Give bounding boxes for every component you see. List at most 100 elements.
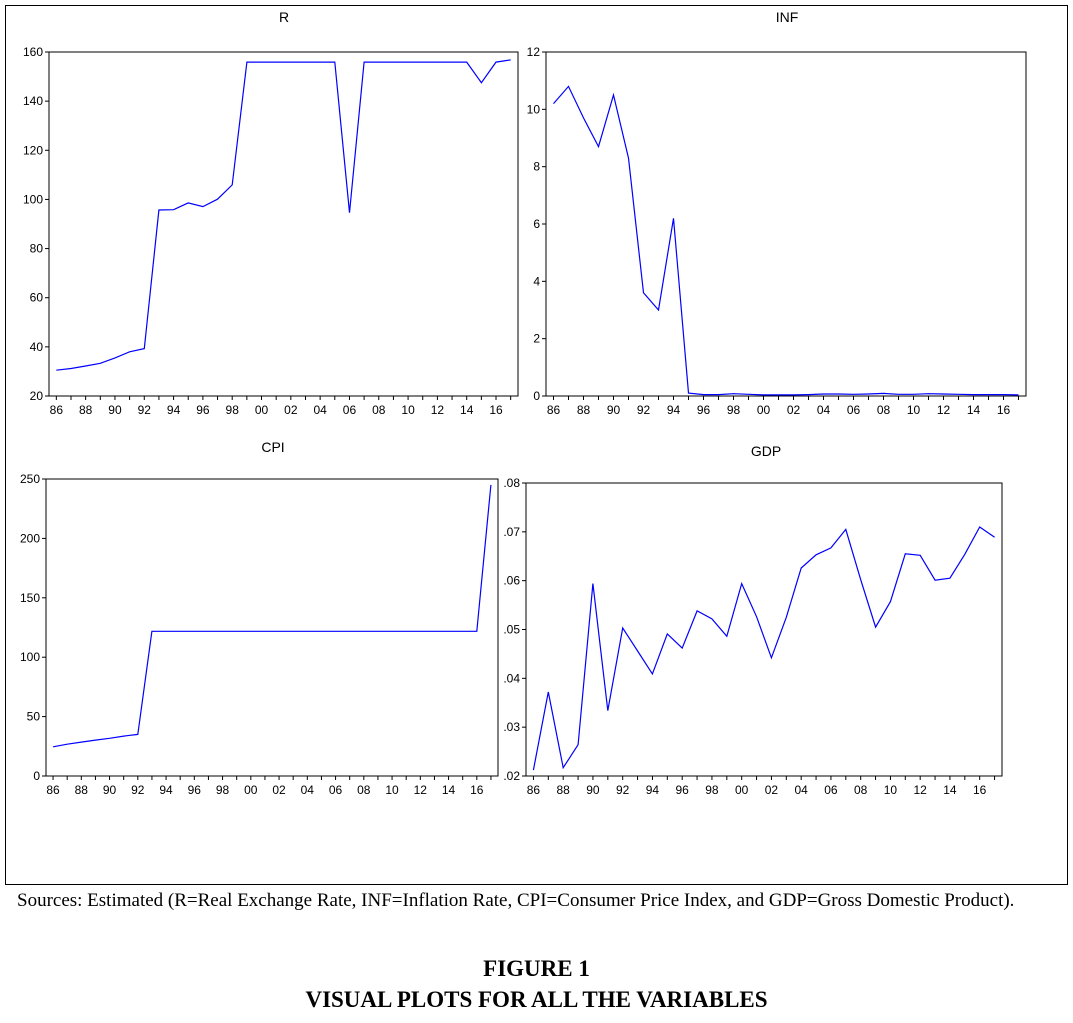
inf-x-tick-label: 06 [847,403,861,417]
inf-x-tick-label: 92 [637,403,651,417]
r-data-point [55,369,58,372]
r-x-tick-label: 16 [489,403,503,417]
cpi-data-point [447,630,450,633]
gdp-x-tick-label: 92 [616,783,630,797]
gdp-data-point [859,578,862,581]
gdp-x-tick-label: 02 [765,783,779,797]
cpi-data-point [320,630,323,633]
cpi-data-point [122,735,125,738]
cpi-data-point [165,630,168,633]
cpi-x-tick-label: 98 [216,783,230,797]
r-data-point [304,61,307,64]
gdp-data-point [577,743,580,746]
cpi-chart: CPI 0 50 100 150 200 250 86 88 90 92 94 96 98 00 02 04 06… [20,439,499,797]
gdp-x-tick-label: 86 [527,783,541,797]
figure-caption: Sources: Estimated (R=Real Exchange Rate… [17,890,1015,911]
r-data-point [333,61,336,64]
inf-data-point [942,392,945,395]
r-data-point [407,61,410,64]
r-data-point [275,61,278,64]
gdp-x-tick-label: 04 [795,783,809,797]
gdp-chart-title: GDP [751,443,781,459]
inf-data-point [612,94,615,97]
gdp-data-point [710,617,713,620]
inf-data-point [912,393,915,396]
inf-y-tick-label: 8 [533,160,540,174]
inf-plot-frame [545,51,1027,397]
cpi-x-tick-label: 04 [301,783,315,797]
cpi-y-tick-label: 100 [20,650,40,664]
inf-data-point [582,116,585,119]
inf-data-point [792,393,795,396]
gdp-data-point [874,626,877,629]
cpi-data-point [391,630,394,633]
inf-data-point [777,393,780,396]
r-data-point [319,61,322,64]
cpi-data-point [193,630,196,633]
gdp-x-tick-label: 90 [586,783,600,797]
inf-x-tick-label: 90 [607,403,621,417]
inf-y-tick-label: 2 [533,332,540,346]
r-y-tick-label: 140 [23,94,43,108]
cpi-x-tick-label: 92 [131,783,145,797]
inf-data-point [732,392,735,395]
inf-data-point [882,392,885,395]
cpi-y-tick-label: 150 [20,591,40,605]
inf-x-tick-label: 94 [667,403,681,417]
cpi-data-point [278,630,281,633]
inf-data-point [852,393,855,396]
gdp-plot-frame [525,482,1003,777]
r-series-line [56,59,511,371]
r-x-tick-label: 04 [313,403,327,417]
r-data-point [157,208,160,211]
gdp-chart: GDP .02 .03 .04 .05 .06 .07 .08 86 88 90 92 94 96 98 00… [503,443,1003,797]
cpi-data-point [94,739,97,742]
r-data-point [187,201,190,204]
gdp-data-point [755,615,758,618]
inf-x-tick-label: 98 [727,403,741,417]
gdp-x-tick-label: 14 [943,783,957,797]
r-x-tick-label: 12 [431,403,445,417]
gdp-x-tick-label: 94 [646,783,660,797]
cpi-y-tick-label: 50 [27,710,41,724]
r-x-tick-label: 92 [138,403,152,417]
inf-data-point [552,102,555,105]
r-data-point [392,61,395,64]
r-y-tick-label: 20 [30,389,44,403]
cpi-x-tick-label: 02 [272,783,286,797]
gdp-data-point [963,553,966,556]
r-x-tick-label: 98 [226,403,240,417]
cpi-x-tick-label: 10 [385,783,399,797]
r-x-tick-label: 88 [79,403,93,417]
inf-data-point [972,393,975,396]
r-x-tick-label: 86 [50,403,64,417]
figure-label: FIGURE 1 [483,956,590,981]
r-y-tick-label: 120 [23,143,43,157]
r-data-point [69,367,72,370]
gdp-data-point [740,582,743,585]
inf-data-point [597,145,600,148]
r-data-point [451,61,454,64]
cpi-y-tick-label: 0 [33,769,40,783]
cpi-data-point [376,630,379,633]
inf-data-point [627,157,630,160]
cpi-data-point [80,741,83,744]
gdp-y-tick-label: .06 [503,574,520,588]
r-data-point [172,208,175,211]
inf-y-tick-label: 0 [533,389,540,403]
r-y-tick-label: 160 [23,45,43,59]
gdp-data-point [948,577,951,580]
r-y-tick-label: 60 [30,291,44,305]
cpi-data-point [221,630,224,633]
cpi-x-tick-label: 12 [414,783,428,797]
cpi-data-point [348,630,351,633]
inf-x-tick-label: 04 [817,403,831,417]
cpi-data-point [489,483,492,486]
r-x-tick-label: 06 [343,403,357,417]
inf-x-tick-label: 10 [907,403,921,417]
gdp-data-point [934,579,937,582]
inf-data-point [987,393,990,396]
gdp-y-tick-label: .08 [503,476,520,490]
inf-data-point [867,392,870,395]
